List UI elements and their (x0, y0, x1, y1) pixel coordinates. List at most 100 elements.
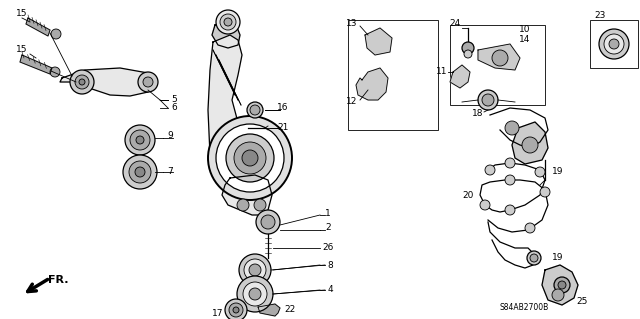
Circle shape (220, 14, 236, 30)
Circle shape (527, 251, 541, 265)
Text: 19: 19 (552, 254, 564, 263)
Circle shape (243, 282, 267, 306)
Circle shape (79, 79, 85, 85)
Polygon shape (356, 68, 388, 100)
Text: 20: 20 (462, 190, 474, 199)
Circle shape (226, 134, 274, 182)
Circle shape (125, 125, 155, 155)
Circle shape (492, 50, 508, 66)
Circle shape (224, 18, 232, 26)
Text: 26: 26 (323, 243, 333, 253)
Circle shape (216, 10, 240, 34)
Circle shape (70, 70, 94, 94)
Text: 6: 6 (171, 103, 177, 113)
Text: 25: 25 (576, 298, 588, 307)
Circle shape (138, 72, 158, 92)
Circle shape (604, 34, 624, 54)
Circle shape (234, 142, 266, 174)
Polygon shape (20, 55, 52, 74)
Circle shape (130, 130, 150, 150)
Circle shape (136, 136, 144, 144)
Bar (590, 20, 638, 68)
Circle shape (229, 303, 243, 317)
Text: 16: 16 (277, 103, 289, 113)
Text: 14: 14 (519, 35, 531, 44)
Circle shape (552, 289, 564, 301)
Text: 15: 15 (16, 46, 28, 55)
Polygon shape (208, 35, 245, 178)
Circle shape (249, 288, 261, 300)
Bar (450, 25, 545, 105)
Circle shape (478, 90, 498, 110)
Text: 9: 9 (167, 130, 173, 139)
Circle shape (599, 29, 629, 59)
Text: 8: 8 (327, 261, 333, 270)
Text: 23: 23 (595, 11, 605, 20)
Circle shape (237, 199, 249, 211)
Circle shape (50, 67, 60, 77)
Circle shape (535, 167, 545, 177)
Polygon shape (478, 44, 520, 70)
Text: 7: 7 (167, 167, 173, 176)
Text: 22: 22 (284, 306, 296, 315)
Circle shape (225, 299, 247, 319)
Circle shape (522, 137, 538, 153)
Text: 24: 24 (449, 19, 461, 28)
Polygon shape (222, 175, 272, 215)
Circle shape (480, 200, 490, 210)
Text: 1: 1 (325, 209, 331, 218)
Text: 19: 19 (552, 167, 564, 176)
Circle shape (505, 175, 515, 185)
Circle shape (237, 276, 273, 312)
Bar (348, 20, 438, 130)
Polygon shape (60, 68, 155, 96)
Polygon shape (450, 65, 470, 88)
Circle shape (525, 223, 535, 233)
Circle shape (250, 105, 260, 115)
Polygon shape (26, 18, 50, 36)
Circle shape (51, 29, 61, 39)
Text: 4: 4 (327, 286, 333, 294)
Text: 15: 15 (16, 10, 28, 19)
Circle shape (462, 42, 474, 54)
Circle shape (143, 77, 153, 87)
Circle shape (129, 161, 151, 183)
Circle shape (505, 205, 515, 215)
Circle shape (249, 264, 261, 276)
Circle shape (482, 94, 494, 106)
Text: 10: 10 (519, 26, 531, 34)
Text: 13: 13 (346, 19, 358, 28)
Circle shape (216, 124, 284, 192)
Circle shape (609, 39, 619, 49)
Polygon shape (512, 122, 548, 164)
Circle shape (261, 215, 275, 229)
Circle shape (505, 158, 515, 168)
Circle shape (135, 167, 145, 177)
Circle shape (558, 281, 566, 289)
Circle shape (505, 121, 519, 135)
Circle shape (530, 254, 538, 262)
Circle shape (233, 307, 239, 313)
Polygon shape (212, 20, 240, 48)
Text: 5: 5 (171, 95, 177, 105)
Circle shape (256, 210, 280, 234)
Text: S84AB2700B: S84AB2700B (500, 303, 549, 313)
Circle shape (123, 155, 157, 189)
Text: 12: 12 (346, 98, 358, 107)
Polygon shape (258, 304, 280, 316)
Text: FR.: FR. (48, 275, 68, 285)
Text: 17: 17 (212, 308, 224, 317)
Circle shape (242, 150, 258, 166)
Circle shape (485, 165, 495, 175)
Polygon shape (542, 265, 578, 305)
Circle shape (464, 50, 472, 58)
Polygon shape (365, 28, 392, 55)
Text: 2: 2 (325, 224, 331, 233)
Circle shape (239, 254, 271, 286)
Circle shape (254, 199, 266, 211)
Circle shape (247, 102, 263, 118)
Text: 18: 18 (472, 109, 484, 118)
Circle shape (540, 187, 550, 197)
Circle shape (208, 116, 292, 200)
Text: 11: 11 (436, 68, 448, 77)
